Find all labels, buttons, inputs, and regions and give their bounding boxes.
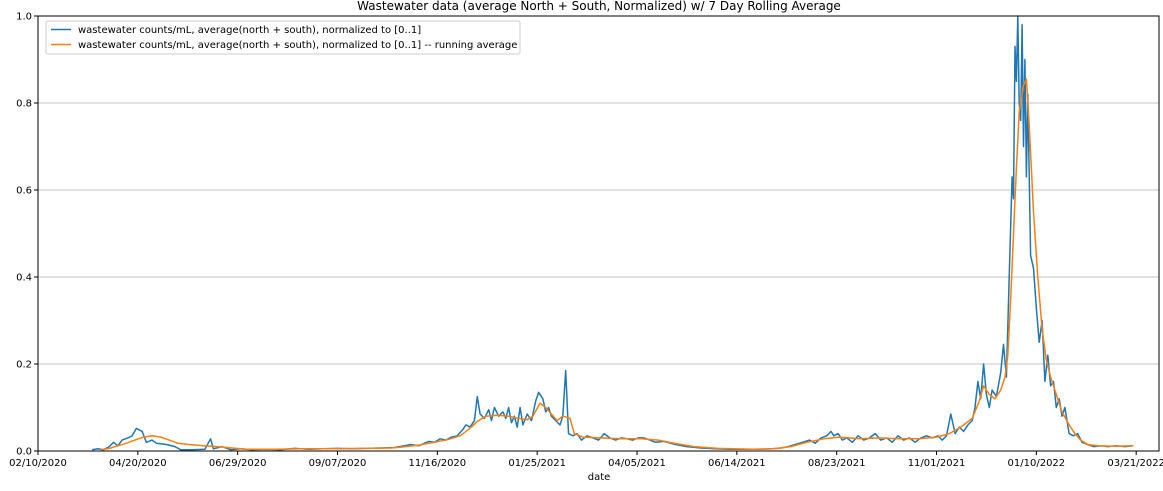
series-line-running-average [100, 78, 1134, 451]
x-tick-label: 04/20/2020 [109, 458, 167, 469]
y-tick-label: 1.0 [16, 12, 32, 23]
y-tick-label: 0.4 [16, 273, 32, 284]
y-tick-label: 0.6 [16, 186, 32, 197]
y-tick-label: 0.0 [16, 447, 32, 458]
x-tick-label: 09/07/2020 [309, 458, 367, 469]
x-tick-label: 06/14/2021 [708, 458, 766, 469]
x-axis-label: date [588, 472, 611, 483]
x-tick-label: 01/10/2022 [1008, 458, 1066, 469]
x-tick-label: 04/05/2021 [608, 458, 666, 469]
legend: wastewater counts/mL, average(north + so… [45, 20, 521, 55]
y-tick-label: 0.8 [16, 99, 32, 110]
y-axis: 0.0 0.2 0.4 0.6 0.8 1.0 [16, 12, 38, 458]
y-tick-label: 0.2 [16, 360, 32, 371]
plot-frame [37, 15, 1160, 452]
x-tick-label: 03/21/2022 [1107, 458, 1163, 469]
chart-title: Wastewater data (average North + South, … [357, 0, 841, 13]
series-lines [92, 15, 1134, 451]
x-axis: 02/10/2020 04/20/2020 06/29/2020 09/07/2020… [9, 451, 1163, 469]
gridlines [38, 102, 1159, 365]
x-tick-label: 01/25/2021 [508, 458, 566, 469]
legend-box [45, 20, 521, 55]
x-tick-label: 08/23/2021 [808, 458, 866, 469]
x-tick-label: 11/16/2020 [409, 458, 467, 469]
series-line-raw [92, 15, 1134, 451]
legend-label-raw: wastewater counts/mL, average(north + so… [78, 25, 421, 36]
x-tick-label: 02/10/2020 [9, 458, 67, 469]
x-tick-label: 11/01/2021 [908, 458, 966, 469]
x-tick-label: 06/29/2020 [209, 458, 267, 469]
legend-label-running-average: wastewater counts/mL, average(north + so… [78, 40, 517, 51]
